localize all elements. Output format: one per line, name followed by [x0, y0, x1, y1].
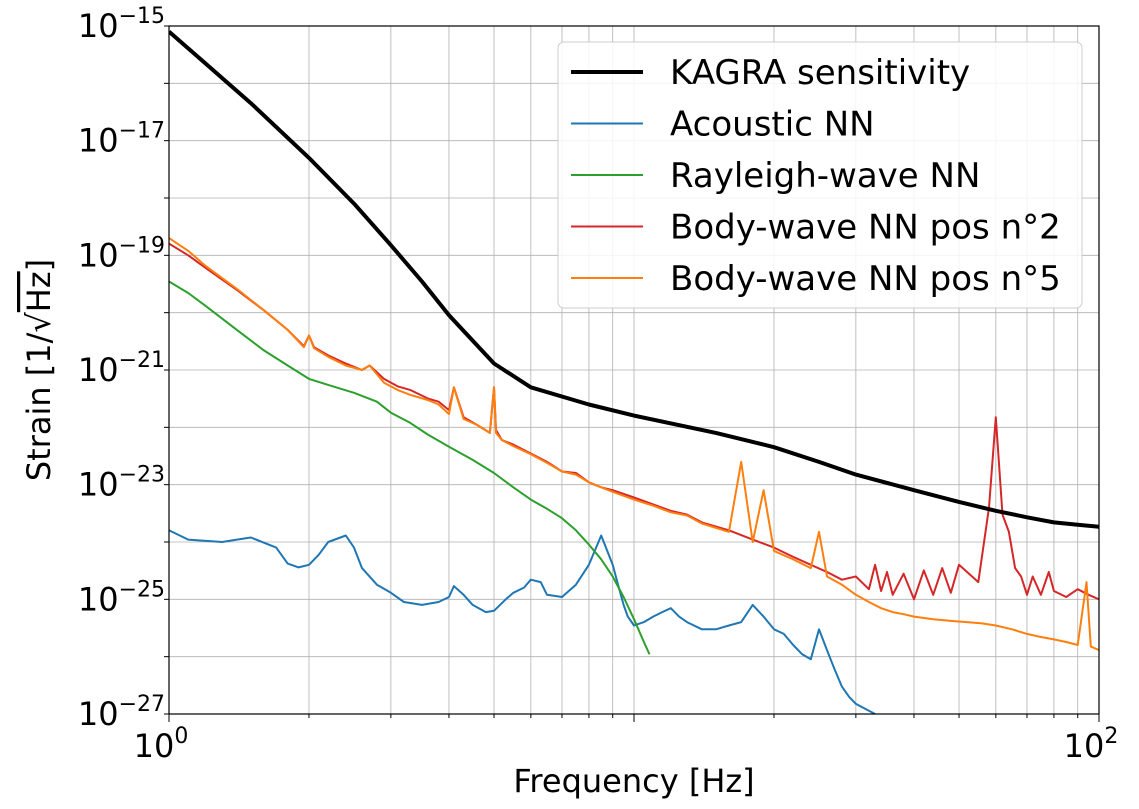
y-axis-label-unit: Hz [20, 271, 58, 312]
legend-label: Body-wave NN pos n°5 [670, 259, 1061, 299]
y-tick-label: 10−21 [78, 348, 165, 389]
legend-box [557, 41, 1083, 309]
y-axis-label-prefix: Strain [1/ [20, 332, 58, 481]
y-tick-label: 10−15 [78, 4, 165, 45]
series-line-acoustic-nn [169, 529, 876, 714]
legend-label: Rayleigh-wave NN [670, 156, 980, 196]
y-tick-label: 10−19 [78, 233, 165, 274]
legend-label: KAGRA sensitivity [670, 53, 970, 93]
y-tick-label: 10−27 [78, 692, 165, 733]
series-line-kagra-sensitivity [169, 30, 1099, 529]
legend-label: Acoustic NN [670, 105, 875, 145]
x-axis-label: Frequency [Hz] [513, 762, 754, 800]
tick-group: 100 102 10−15 10−17 10−19 10−21 10−23 10−25 10−2… [78, 4, 1119, 765]
series-group [169, 30, 1099, 714]
x-tick-label: 102 [1064, 724, 1119, 765]
y-tick-label: 10−23 [78, 463, 165, 504]
legend-label: Body-wave NN pos n°2 [670, 208, 1061, 248]
y-axis-label: Strain [1/√Hz] [20, 259, 58, 481]
y-tick-label: 10−25 [78, 577, 165, 618]
svg-text:Strain [1/√Hz]: Strain [1/√Hz] [20, 259, 58, 481]
x-tick-label: 100 [134, 724, 189, 765]
series-line-body-wave-nn-pos-n-5 [169, 237, 1099, 652]
y-axis-label-suffix: ] [20, 259, 58, 271]
y-tick-label: 10−17 [78, 119, 165, 160]
legend: KAGRA sensitivity Acoustic NN Rayleigh-wav… [557, 41, 1083, 309]
y-axis-label-root: √ [20, 312, 58, 333]
series-line-rayleigh-wave-nn [169, 280, 651, 655]
